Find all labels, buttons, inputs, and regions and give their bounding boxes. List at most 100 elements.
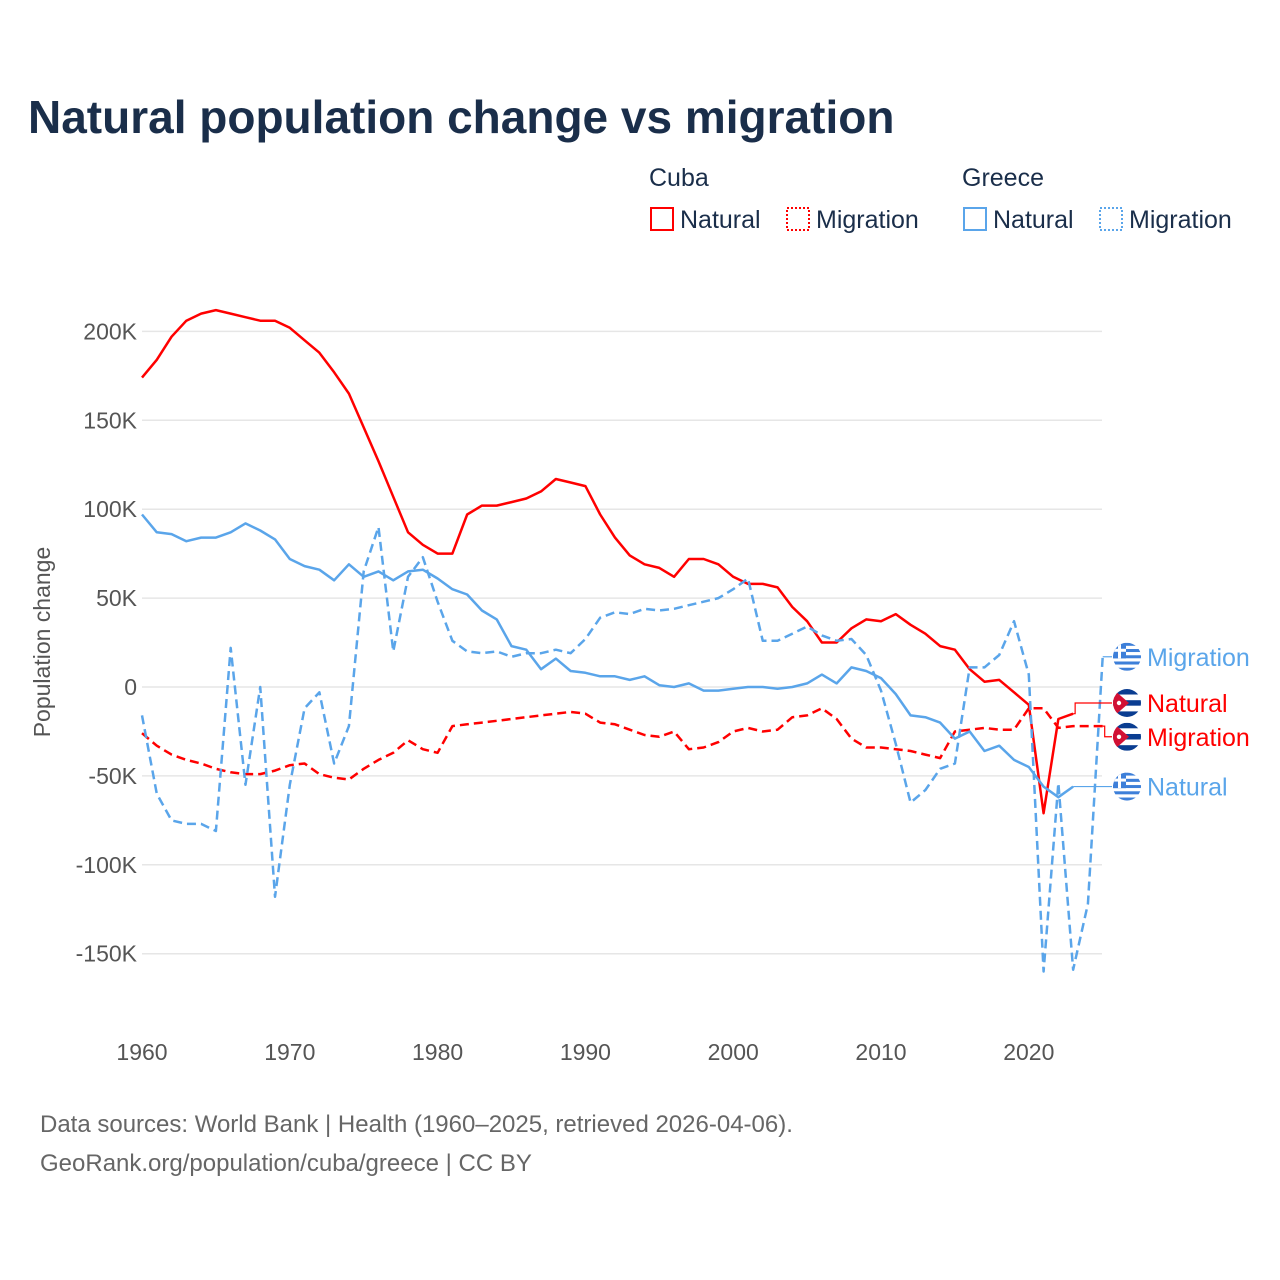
data-point[interactable]	[1039, 808, 1049, 818]
data-point[interactable]	[285, 323, 295, 333]
data-point[interactable]	[433, 549, 443, 559]
data-point[interactable]	[477, 648, 487, 658]
data-point[interactable]	[388, 646, 398, 656]
data-point[interactable]	[1009, 755, 1019, 765]
data-point[interactable]	[181, 755, 191, 765]
data-point[interactable]	[669, 726, 679, 736]
data-point[interactable]	[994, 675, 1004, 685]
data-point[interactable]	[773, 725, 783, 735]
data-point[interactable]	[329, 773, 339, 783]
data-point[interactable]	[551, 709, 561, 719]
data-point[interactable]	[773, 684, 783, 694]
data-point[interactable]	[625, 609, 635, 619]
data-point[interactable]	[891, 609, 901, 619]
data-point[interactable]	[300, 703, 310, 713]
data-point[interactable]	[1083, 899, 1093, 909]
data-point[interactable]	[507, 714, 517, 724]
data-point[interactable]	[167, 815, 177, 825]
data-point[interactable]	[447, 584, 457, 594]
data-point[interactable]	[654, 606, 664, 616]
data-point[interactable]	[935, 718, 945, 728]
data-point[interactable]	[226, 309, 236, 319]
data-point[interactable]	[1068, 721, 1078, 731]
data-point[interactable]	[1009, 616, 1019, 626]
data-point[interactable]	[906, 620, 916, 630]
data-point[interactable]	[787, 712, 797, 722]
data-point[interactable]	[787, 629, 797, 639]
data-point[interactable]	[832, 678, 842, 688]
data-point[interactable]	[418, 552, 428, 562]
data-point[interactable]	[492, 614, 502, 624]
legend-item-cuba-natural[interactable]: Natural	[680, 206, 761, 234]
data-point[interactable]	[758, 636, 768, 646]
data-point[interactable]	[743, 682, 753, 692]
data-point[interactable]	[1009, 687, 1019, 697]
data-point[interactable]	[255, 526, 265, 536]
data-point[interactable]	[167, 750, 177, 760]
data-point[interactable]	[447, 636, 457, 646]
data-point[interactable]	[373, 566, 383, 576]
data-point[interactable]	[920, 629, 930, 639]
data-point[interactable]	[979, 662, 989, 672]
data-point[interactable]	[610, 607, 620, 617]
data-point[interactable]	[743, 723, 753, 733]
data-point[interactable]	[521, 712, 531, 722]
data-point[interactable]	[240, 312, 250, 322]
data-point[interactable]	[773, 636, 783, 646]
data-point[interactable]	[255, 316, 265, 326]
data-point[interactable]	[255, 769, 265, 779]
data-point[interactable]	[388, 492, 398, 502]
data-point[interactable]	[906, 710, 916, 720]
data-point[interactable]	[566, 478, 576, 488]
data-point[interactable]	[580, 668, 590, 678]
series-line-greece-natural[interactable]	[141, 513, 1074, 799]
data-point[interactable]	[477, 501, 487, 511]
data-point[interactable]	[876, 686, 886, 696]
data-point[interactable]	[433, 748, 443, 758]
data-point[interactable]	[580, 481, 590, 491]
data-point[interactable]	[211, 533, 221, 543]
data-point[interactable]	[802, 710, 812, 720]
data-point[interactable]	[846, 734, 856, 744]
data-point[interactable]	[669, 572, 679, 582]
data-point[interactable]	[211, 305, 221, 315]
legend-item-cuba-migration[interactable]: Migration	[816, 206, 919, 234]
data-point[interactable]	[300, 561, 310, 571]
data-point[interactable]	[906, 746, 916, 756]
data-point[interactable]	[625, 725, 635, 735]
data-point[interactable]	[640, 730, 650, 740]
data-point[interactable]	[181, 536, 191, 546]
data-point[interactable]	[640, 559, 650, 569]
data-point[interactable]	[314, 769, 324, 779]
data-point[interactable]	[861, 650, 871, 660]
data-point[interactable]	[492, 646, 502, 656]
data-point[interactable]	[979, 677, 989, 687]
data-point[interactable]	[536, 664, 546, 674]
data-point[interactable]	[920, 712, 930, 722]
data-point[interactable]	[329, 575, 339, 585]
data-point[interactable]	[152, 527, 162, 537]
data-point[interactable]	[1053, 723, 1063, 733]
data-point[interactable]	[743, 574, 753, 584]
data-point[interactable]	[979, 746, 989, 756]
data-point[interactable]	[832, 714, 842, 724]
data-point[interactable]	[935, 641, 945, 651]
data-point[interactable]	[758, 682, 768, 692]
data-point[interactable]	[211, 826, 221, 836]
data-point[interactable]	[684, 554, 694, 564]
data-point[interactable]	[935, 753, 945, 763]
data-point[interactable]	[373, 755, 383, 765]
data-point[interactable]	[580, 709, 590, 719]
data-point[interactable]	[388, 575, 398, 585]
data-point[interactable]	[713, 593, 723, 603]
data-point[interactable]	[1068, 965, 1078, 975]
data-point[interactable]	[314, 348, 324, 358]
data-point[interactable]	[373, 456, 383, 466]
data-point[interactable]	[270, 766, 280, 776]
data-point[interactable]	[492, 501, 502, 511]
data-point[interactable]	[1009, 725, 1019, 735]
data-point[interactable]	[137, 510, 147, 520]
data-point[interactable]	[1024, 703, 1034, 713]
data-point[interactable]	[359, 566, 369, 576]
data-point[interactable]	[300, 335, 310, 345]
